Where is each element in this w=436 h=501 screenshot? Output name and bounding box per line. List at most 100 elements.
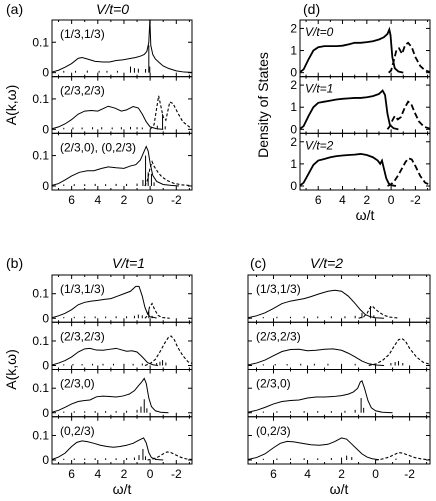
- series-line-dashed: [386, 100, 431, 130]
- x-tick-label: 2: [338, 467, 345, 481]
- x-tick-label: 2: [121, 467, 128, 481]
- y-tick-label: 0.1: [32, 149, 49, 163]
- subplot: 0 0.1 (2/3,0), (0,2/3): [32, 132, 193, 193]
- x-axis-title: ω/t: [356, 207, 375, 223]
- y-tick-label: 2: [290, 21, 297, 35]
- series-line-solid: [299, 26, 404, 74]
- chart-panel-a: (a) V/t=0 A(k,ω) 0 0.1 (1/3,1/3) 0 0.1 (2/3,2/3)…: [3, 1, 193, 207]
- series-line-solid: [51, 437, 164, 461]
- y-tick-label: 0: [42, 179, 49, 193]
- x-tick-label: 4: [339, 193, 346, 207]
- vt-label: V/t=1: [305, 82, 333, 96]
- x-tick-label: -2: [171, 467, 182, 481]
- x-tick-label: -2: [410, 193, 421, 207]
- series-line-dashed: [144, 335, 193, 367]
- series-line-dashed: [387, 157, 431, 187]
- series-line-solid: [51, 347, 159, 366]
- subplot-frame: [51, 132, 193, 191]
- panel-letter: (b): [6, 255, 23, 271]
- k-point-label: (2/3,2/3): [60, 84, 105, 98]
- y-tick-label: 1: [290, 44, 297, 58]
- y-tick-label: 0: [42, 406, 49, 420]
- subplot: 0 1 2 V/t=0: [290, 19, 431, 80]
- chart-panel-c: (c) V/t=2 ω/t (1/3,1/3) (2/3,2/3) (2/3,0) (0,2…: [247, 255, 431, 497]
- y-tick-label: 0: [290, 66, 297, 80]
- x-tick-label: 2: [121, 193, 128, 207]
- x-tick-label: 2: [363, 193, 370, 207]
- panel-letter: (a): [6, 1, 23, 17]
- y-tick-label: 0.1: [32, 92, 49, 106]
- x-tick-label: 6: [68, 193, 75, 207]
- y-tick-label: 0.1: [32, 287, 49, 301]
- series-line-solid: [51, 19, 193, 73]
- subplot-frame: [247, 416, 431, 465]
- x-tick-label: 6: [270, 467, 277, 481]
- x-tick-label: 0: [147, 467, 154, 481]
- series-line-dashed: [358, 305, 398, 319]
- x-tick-label: 6: [68, 467, 75, 481]
- x-tick-label: 4: [94, 467, 101, 481]
- y-tick-label: 0.1: [32, 334, 49, 348]
- subplot-frame: [299, 132, 431, 191]
- y-tick-label: 0: [42, 66, 49, 80]
- panel-letter: (d): [303, 1, 320, 17]
- k-point-label: (1/3,1/3): [60, 282, 105, 296]
- series-line-solid: [51, 105, 164, 130]
- k-point-label: (2/3,0): [60, 377, 95, 391]
- subplot: 0 0.1 (2/3,2/3): [32, 321, 193, 373]
- x-tick-label: 0: [147, 193, 154, 207]
- y-tick-label: 0.1: [32, 381, 49, 395]
- subplot: 0 0.1 (0,2/3): [32, 416, 193, 467]
- y-tick-label: 0: [42, 453, 49, 467]
- k-point-label: (1/3,1/3): [60, 27, 105, 41]
- k-point-label: (2/3,2/3): [60, 329, 105, 343]
- series-line-solid: [247, 437, 380, 461]
- x-tick-label: -2: [404, 467, 415, 481]
- k-point-label: (2/3,2/3): [256, 329, 301, 343]
- y-tick-label: 2: [290, 78, 297, 92]
- vt-label: V/t=2: [305, 138, 334, 152]
- series-line-dashed: [368, 337, 431, 367]
- subplot: 0 0.1 (2/3,2/3): [32, 76, 193, 136]
- series-line-solid: [51, 377, 169, 414]
- k-point-label: (2/3,0), (0,2/3): [60, 140, 136, 154]
- series-line-solid: [299, 153, 397, 187]
- y-axis-title: A(k,ω): [3, 85, 19, 125]
- y-tick-label: 0.1: [32, 428, 49, 442]
- subplot-frame: [51, 416, 193, 465]
- subplot: 0 0.1 (1/3,1/3): [32, 19, 193, 80]
- subplot: 0 0.1 (2/3,0): [32, 369, 193, 420]
- series-line-solid: [247, 289, 385, 319]
- x-tick-label: 4: [94, 193, 101, 207]
- x-axis-title: ω/t: [113, 481, 132, 497]
- x-tick-label: 6: [315, 193, 322, 207]
- x-axis-title: ω/t: [330, 481, 349, 497]
- series-line-solid: [247, 348, 385, 366]
- y-tick-label: 1: [290, 100, 297, 114]
- subplot: 0 0.1 (1/3,1/3): [32, 274, 193, 325]
- series-line-solid: [51, 145, 179, 187]
- subplot: (2/3,2/3): [247, 321, 431, 370]
- subplot: (2/3,0): [247, 369, 431, 418]
- subplot: 0 1 2 V/t=1: [290, 76, 431, 136]
- series-line-dashed: [375, 452, 431, 461]
- k-point-label: (1/3,1/3): [256, 282, 301, 296]
- y-tick-label: 0: [42, 122, 49, 136]
- series-line-dashed: [144, 302, 170, 319]
- series-line-dashed: [147, 451, 193, 461]
- x-tick-label: 0: [388, 193, 395, 207]
- y-tick-label: 0: [290, 122, 297, 136]
- series-line-dashed: [149, 95, 193, 130]
- series-line-solid: [299, 89, 399, 131]
- subplot: (0,2/3): [247, 416, 431, 465]
- subplot: (1/3,1/3): [247, 274, 431, 323]
- k-point-label: (0,2/3): [60, 424, 95, 438]
- x-tick-label: -2: [171, 193, 182, 207]
- y-axis-title: A(k,ω): [3, 349, 19, 389]
- series-line-dashed: [144, 160, 193, 187]
- vt-label: V/t=0: [96, 1, 129, 17]
- vt-label: V/t=2: [310, 255, 343, 271]
- y-tick-label: 0: [290, 179, 297, 193]
